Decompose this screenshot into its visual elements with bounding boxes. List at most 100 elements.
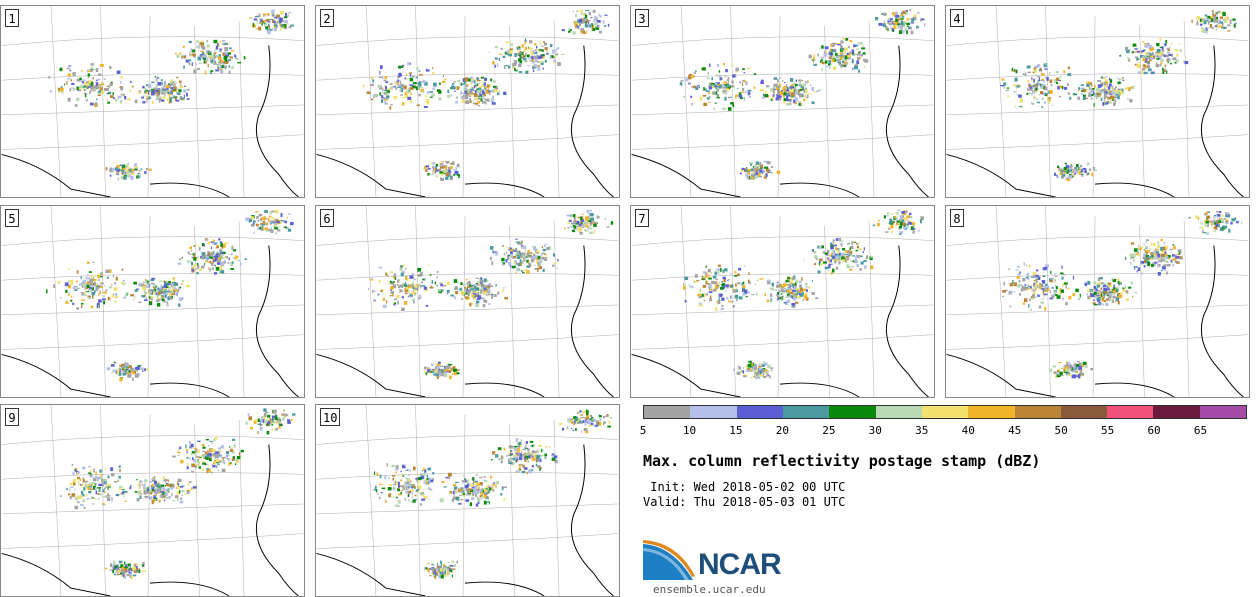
reflectivity-cell [1166,271,1168,275]
reflectivity-cell [123,175,127,180]
reflectivity-cell [409,77,414,82]
reflectivity-cell [191,256,195,259]
reflectivity-cell [227,262,230,264]
reflectivity-cell [1070,171,1073,175]
reflectivity-cell [173,282,178,286]
reflectivity-cell [76,287,80,289]
reflectivity-cell [469,302,472,307]
reflectivity-cell [488,90,491,95]
reflectivity-cell [195,257,199,260]
reflectivity-cell [1196,15,1200,20]
reflectivity-cell [1204,219,1208,222]
reflectivity-cell [746,176,748,178]
reflectivity-cell [168,94,171,98]
reflectivity-cell [863,260,867,263]
reflectivity-cell [68,284,72,289]
reflectivity-cell [518,54,522,57]
reflectivity-cell [210,59,214,63]
reflectivity-cell [136,366,140,370]
reflectivity-cell [581,216,584,220]
panel-label: 1 [5,9,19,27]
reflectivity-cell [800,101,802,106]
reflectivity-cell [534,55,538,60]
reflectivity-cell [1229,21,1232,24]
reflectivity-cell [416,284,419,286]
reflectivity-cell [875,16,879,21]
reflectivity-cell [1039,285,1042,290]
reflectivity-cell [832,44,835,48]
reflectivity-cell [126,172,131,175]
reflectivity-cell [708,86,712,90]
reflectivity-cell [532,65,535,67]
reflectivity-cell [852,53,855,56]
reflectivity-cell [492,95,494,100]
reflectivity-cell [1042,85,1045,87]
reflectivity-cell [455,292,457,295]
reflectivity-cell [1066,370,1068,373]
reflectivity-cell [267,28,271,33]
reflectivity-cell [477,287,480,289]
reflectivity-cell [1050,277,1054,280]
reflectivity-cell [569,220,572,223]
reflectivity-cell [537,67,541,71]
reflectivity-cell [1058,361,1062,364]
reflectivity-cell [718,297,720,301]
reflectivity-cell [266,19,270,22]
reflectivity-cell [415,76,418,79]
reflectivity-cell [100,87,103,90]
reflectivity-cell [440,289,444,292]
reflectivity-cell [454,90,456,92]
reflectivity-cell [1066,177,1071,182]
reflectivity-cell [437,169,441,172]
boundary-line [415,206,421,397]
reflectivity-cell [758,363,761,366]
reflectivity-cell [794,86,796,90]
reflectivity-cell [1059,173,1063,176]
reflectivity-cell [822,251,826,254]
reflectivity-cell [98,90,102,93]
reflectivity-cell [1066,83,1070,86]
reflectivity-cell [80,305,83,309]
reflectivity-cell [1161,266,1166,270]
reflectivity-cell [1065,374,1067,377]
reflectivity-cell [795,79,798,82]
reflectivity-cell [809,84,812,87]
reflectivity-cell [1116,76,1118,79]
reflectivity-cell [1048,90,1051,94]
boundary-line [1139,225,1145,397]
reflectivity-cell [745,81,748,86]
reflectivity-cell [382,91,385,94]
reflectivity-cell [1147,65,1151,69]
reflectivity-cell [267,21,271,23]
reflectivity-cell [490,78,493,82]
reflectivity-cell [573,226,577,229]
reflectivity-cell [502,261,504,266]
reflectivity-cell [778,284,782,287]
reflectivity-cell [157,82,162,86]
reflectivity-cell [1067,374,1072,377]
reflectivity-cell [1009,282,1013,287]
reflectivity-cell [1172,57,1177,61]
reflectivity-cell [440,177,445,181]
reflectivity-cell [527,251,529,256]
reflectivity-cell [1059,288,1062,292]
reflectivity-cell [428,264,430,266]
reflectivity-cell [865,255,869,260]
reflectivity-cell [481,84,484,88]
reflectivity-cell [286,226,290,230]
reflectivity-cell [427,367,430,370]
reflectivity-cell [448,375,452,380]
reflectivity-cell [270,221,272,225]
reflectivity-cell [433,370,437,374]
reflectivity-cell [688,73,693,76]
reflectivity-cell [113,162,115,164]
reflectivity-cell [877,223,880,227]
reflectivity-cell [747,363,752,368]
reflectivity-cell [838,253,842,258]
reflectivity-cell [786,300,791,303]
reflectivity-cell [895,224,897,227]
reflectivity-cell [1213,221,1218,225]
reflectivity-cell [169,98,172,103]
reflectivity-cell [211,261,215,263]
reflectivity-cell [477,94,480,97]
